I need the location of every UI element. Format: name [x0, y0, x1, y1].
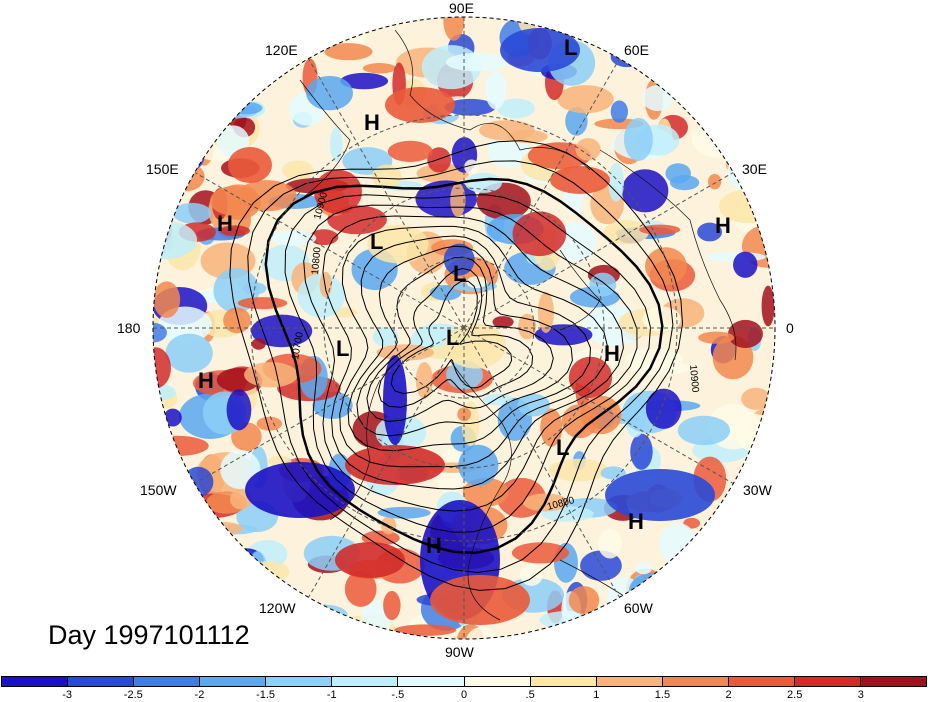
lon-label-60w: 60W — [624, 600, 653, 616]
colorbar-swatch — [530, 677, 597, 686]
lon-label-180: 180 — [117, 320, 141, 336]
colorbar-tick-label: 1.5 — [654, 689, 671, 701]
colorbar-tick-label: 2.5 — [787, 689, 803, 701]
colorbar-swatch — [68, 677, 135, 686]
low-pressure-marker: L — [446, 325, 460, 350]
lon-label-30w: 30W — [743, 482, 772, 498]
colorbar-swatch — [728, 677, 795, 686]
lon-label-120e: 120E — [265, 42, 298, 58]
low-pressure-marker: L — [336, 336, 350, 361]
colorbar-swatch — [794, 677, 862, 686]
colorbar-swatch — [861, 677, 927, 686]
contour-value-label: 10800 — [310, 246, 323, 275]
lon-label-150w: 150W — [140, 482, 177, 498]
colorbar-tick-label: -.5 — [391, 689, 405, 701]
low-pressure-marker: L — [564, 35, 578, 60]
lon-label-90w: 90W — [445, 644, 474, 660]
map-boundary — [152, 16, 776, 640]
day-label: Day 1997101112 — [48, 620, 250, 650]
colorbar — [1, 676, 927, 687]
colorbar-tick-label: 3 — [857, 689, 864, 701]
colorbar-tick-label: -1 — [326, 689, 337, 701]
colorbar-tick-label: 1 — [593, 689, 600, 701]
lon-label-150e: 150E — [146, 161, 179, 177]
lon-label-30e: 30E — [742, 161, 767, 177]
colorbar-tick-label: 2 — [725, 689, 732, 701]
colorbar-tick-label: -2 — [194, 689, 205, 701]
contour-value-label: 10900 — [687, 364, 700, 393]
high-pressure-marker: H — [628, 509, 644, 534]
contour-value-label: 10700 — [290, 331, 306, 361]
colorbar-swatch — [200, 677, 267, 686]
colorbar-swatch — [134, 677, 201, 686]
colorbar-swatch — [596, 677, 663, 686]
lon-label-60e: 60E — [624, 42, 649, 58]
low-pressure-marker: L — [370, 229, 384, 254]
colorbar-tick-label: .5 — [525, 689, 535, 701]
high-pressure-marker: H — [715, 213, 731, 238]
low-pressure-marker: L — [453, 261, 467, 286]
colorbar-tick-label: -1.5 — [256, 689, 276, 701]
colorbar-swatch — [398, 677, 465, 686]
lon-label-0: 0 — [786, 320, 794, 336]
high-pressure-marker: H — [198, 368, 214, 393]
high-pressure-marker: H — [604, 341, 620, 366]
lon-label-90e: 90E — [449, 0, 474, 16]
colorbar-swatch — [332, 677, 399, 686]
colorbar-tick-label: -2.5 — [123, 689, 143, 701]
colorbar-swatch — [662, 677, 729, 686]
colorbar-swatch — [2, 677, 69, 686]
lon-label-120w: 120W — [259, 600, 296, 616]
low-pressure-marker: L — [556, 435, 570, 460]
colorbar-tick-label: 0 — [460, 689, 468, 701]
high-pressure-marker: H — [364, 110, 380, 135]
high-pressure-marker: H — [426, 533, 442, 558]
colorbar-swatch — [464, 677, 531, 686]
grid-lines — [153, 17, 775, 639]
colorbar-swatch — [266, 677, 333, 686]
colorbar-tick-label: -3 — [62, 689, 73, 701]
height-contours — [229, 140, 684, 591]
high-pressure-marker: H — [217, 211, 233, 236]
